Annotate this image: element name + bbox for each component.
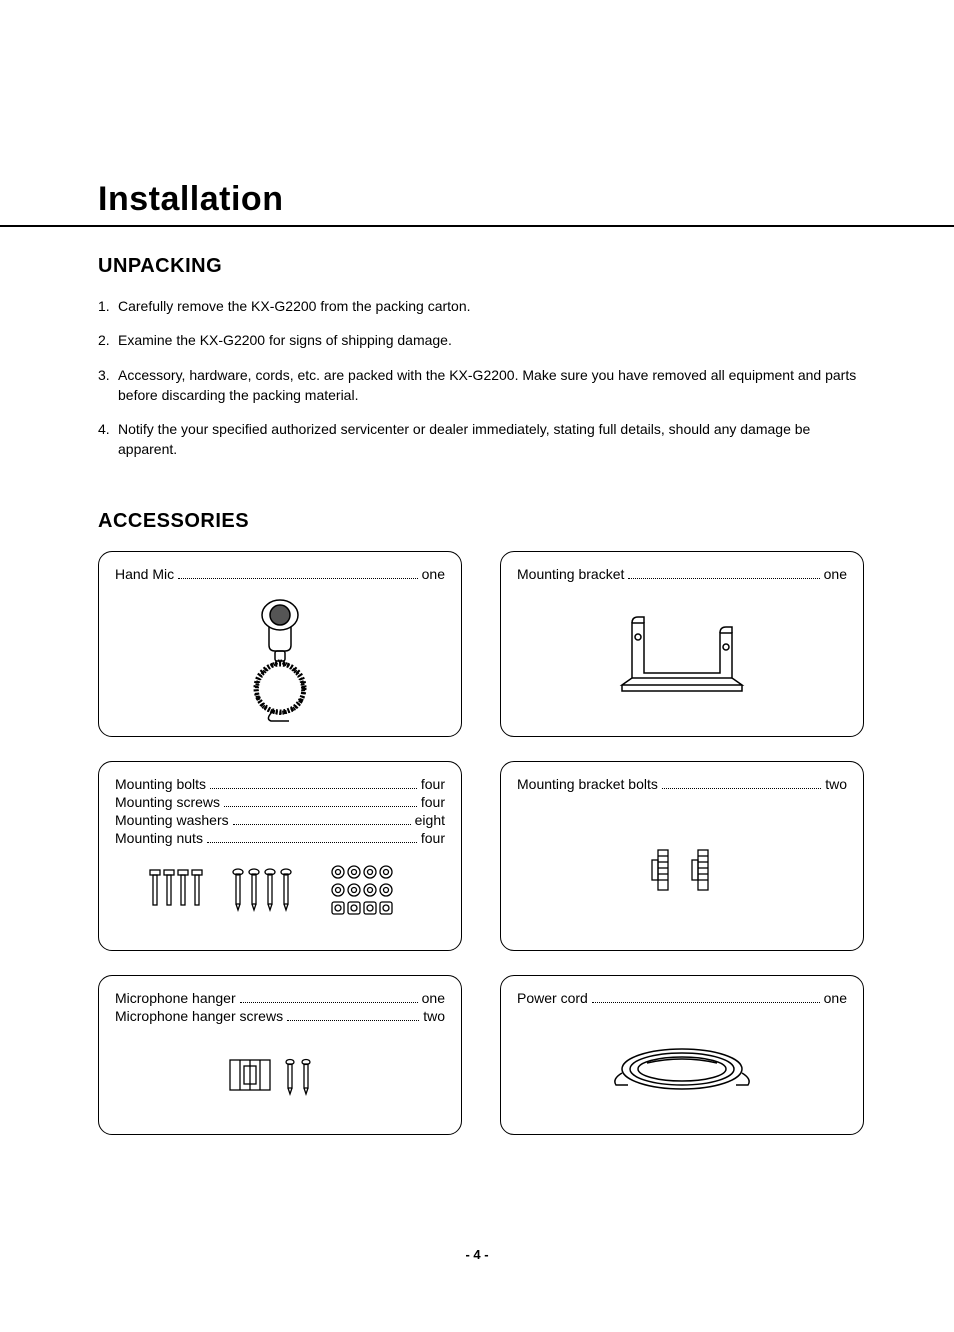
dot-leader	[233, 824, 411, 825]
accessory-label: Microphone hanger screws	[115, 1008, 283, 1024]
list-number: 4.	[98, 419, 118, 460]
list-number: 3.	[98, 365, 118, 406]
list-text: Accessory, hardware, cords, etc. are pac…	[118, 365, 864, 406]
dot-leader	[224, 806, 417, 807]
accessory-box-hanger: Microphone hanger one Microphone hanger …	[98, 975, 462, 1135]
unpacking-list: 1. Carefully remove the KX-G2200 from th…	[98, 296, 864, 460]
hanger-illustration	[115, 1026, 445, 1124]
unpacking-item: 2. Examine the KX-G2200 for signs of shi…	[98, 330, 864, 350]
accessory-line: Mounting nuts four	[115, 830, 445, 846]
list-text: Carefully remove the KX-G2200 from the p…	[118, 296, 864, 316]
list-text: Examine the KX-G2200 for signs of shippi…	[118, 330, 864, 350]
hanger-icon	[210, 1048, 350, 1108]
accessory-qty: one	[422, 990, 445, 1006]
dot-leader	[287, 1020, 419, 1021]
powercord-illustration	[517, 1008, 847, 1124]
accessory-label: Mounting screws	[115, 794, 220, 810]
handmic-icon	[235, 593, 325, 723]
accessory-label: Mounting bracket	[517, 566, 624, 582]
title-rule	[0, 225, 954, 227]
accessory-qty: one	[422, 566, 445, 582]
list-number: 1.	[98, 296, 118, 316]
hardware-illustration	[115, 848, 445, 940]
accessory-line: Mounting bracket bolts two	[517, 776, 847, 792]
accessory-label: Mounting bracket bolts	[517, 776, 658, 792]
dot-leader	[628, 578, 819, 579]
accessory-qty: two	[825, 776, 847, 792]
accessory-box-powercord: Power cord one	[500, 975, 864, 1135]
page-number: - 4 -	[0, 1247, 954, 1262]
accessory-qty: four	[421, 830, 445, 846]
accessory-line: Mounting bolts four	[115, 776, 445, 792]
bracket-bolts-icon	[622, 835, 742, 905]
unpacking-item: 4. Notify the your specified authorized …	[98, 419, 864, 460]
bracket-icon	[602, 603, 762, 713]
accessory-box-hardware: Mounting bolts four Mounting screws four…	[98, 761, 462, 951]
page-title: Installation	[98, 180, 864, 219]
accessory-qty: one	[824, 990, 847, 1006]
dot-leader	[240, 1002, 418, 1003]
accessory-label: Mounting nuts	[115, 830, 203, 846]
accessory-line: Microphone hanger screws two	[115, 1008, 445, 1024]
dot-leader	[662, 788, 821, 789]
dot-leader	[207, 842, 417, 843]
unpacking-heading: UNPACKING	[98, 255, 864, 278]
accessory-line: Mounting bracket one	[517, 566, 847, 582]
unpacking-item: 3. Accessory, hardware, cords, etc. are …	[98, 365, 864, 406]
list-text: Notify the your specified authorized ser…	[118, 419, 864, 460]
bracket-bolts-illustration	[517, 794, 847, 940]
accessory-label: Hand Mic	[115, 566, 174, 582]
accessories-heading: ACCESSORIES	[98, 510, 864, 533]
accessory-qty: two	[423, 1008, 445, 1024]
accessory-label: Microphone hanger	[115, 990, 236, 1006]
accessory-qty: one	[824, 566, 847, 582]
accessory-label: Power cord	[517, 990, 588, 1006]
accessory-label: Mounting washers	[115, 812, 229, 828]
accessory-box-bracket: Mounting bracket one	[500, 551, 864, 737]
dot-leader	[178, 578, 418, 579]
list-number: 2.	[98, 330, 118, 350]
accessory-line: Hand Mic one	[115, 566, 445, 582]
accessory-box-handmic: Hand Mic one	[98, 551, 462, 737]
handmic-illustration	[115, 584, 445, 726]
unpacking-item: 1. Carefully remove the KX-G2200 from th…	[98, 296, 864, 316]
accessory-qty: eight	[415, 812, 445, 828]
accessory-qty: four	[421, 776, 445, 792]
accessory-label: Mounting bolts	[115, 776, 206, 792]
accessory-line: Power cord one	[517, 990, 847, 1006]
powercord-icon	[592, 1029, 772, 1109]
dot-leader	[210, 788, 417, 789]
accessories-grid: Hand Mic one Mounting bracket	[98, 551, 864, 1135]
accessory-line: Microphone hanger one	[115, 990, 445, 1006]
dot-leader	[592, 1002, 820, 1003]
accessory-qty: four	[421, 794, 445, 810]
hardware-icon	[140, 862, 420, 932]
accessory-box-bracket-bolts: Mounting bracket bolts two	[500, 761, 864, 951]
bracket-illustration	[517, 584, 847, 726]
accessory-line: Mounting screws four	[115, 794, 445, 810]
accessory-line: Mounting washers eight	[115, 812, 445, 828]
